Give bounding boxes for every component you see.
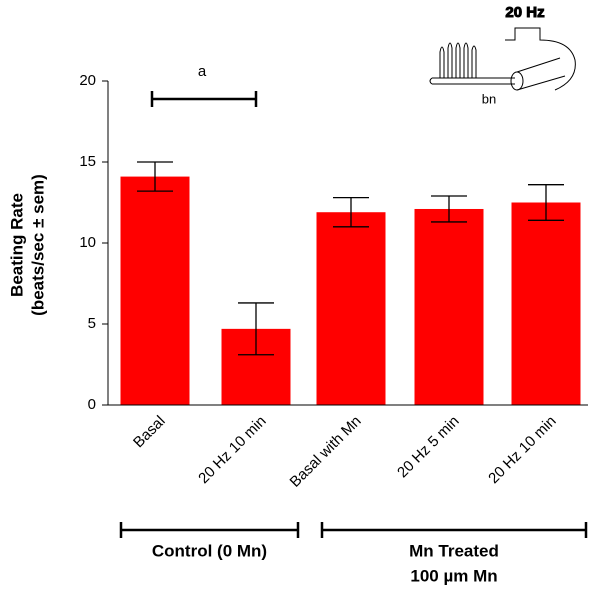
group-label: Mn Treated [409, 541, 499, 560]
bar [120, 176, 190, 405]
y-tick-label: 10 [79, 234, 96, 251]
y-axis-title: Beating Rate (beats/sec ± sem) [7, 174, 47, 316]
error-bar [333, 196, 369, 228]
x-tick-label: 20 Hz 5 min [394, 413, 463, 482]
bar [316, 212, 386, 405]
inset-nerve-label: bn [482, 91, 496, 106]
group-label: 100 µm Mn [410, 566, 497, 585]
y-tick-label: 20 [79, 72, 96, 89]
annotation: a [198, 63, 207, 80]
x-tick-label: Basal [130, 413, 169, 452]
group-label: Control (0 Mn) [152, 541, 267, 560]
group-bracket [320, 522, 588, 538]
y-tick-label: 15 [79, 153, 96, 170]
y-tick-label: 0 [88, 396, 96, 413]
group-bracket [119, 522, 300, 538]
y-label-line: Beating Rate [7, 193, 26, 297]
y-tick-label: 5 [88, 315, 96, 332]
error-bar [528, 184, 564, 221]
inset-pulse-label: 20 Hz [505, 4, 544, 21]
error-bar [431, 195, 467, 223]
x-tick-label: Basal with Mn [287, 413, 365, 491]
x-tick-label: 20 Hz 10 min [195, 413, 270, 488]
bar [414, 208, 484, 405]
bar [511, 202, 581, 405]
y-label-line: (beats/sec ± sem) [28, 174, 47, 316]
annotation-bracket [150, 91, 258, 107]
error-bar [238, 302, 274, 356]
inset-diagram: 20 Hz bn [429, 3, 576, 106]
x-tick-label: 20 Hz 10 min [485, 413, 560, 488]
error-bar [137, 161, 173, 192]
